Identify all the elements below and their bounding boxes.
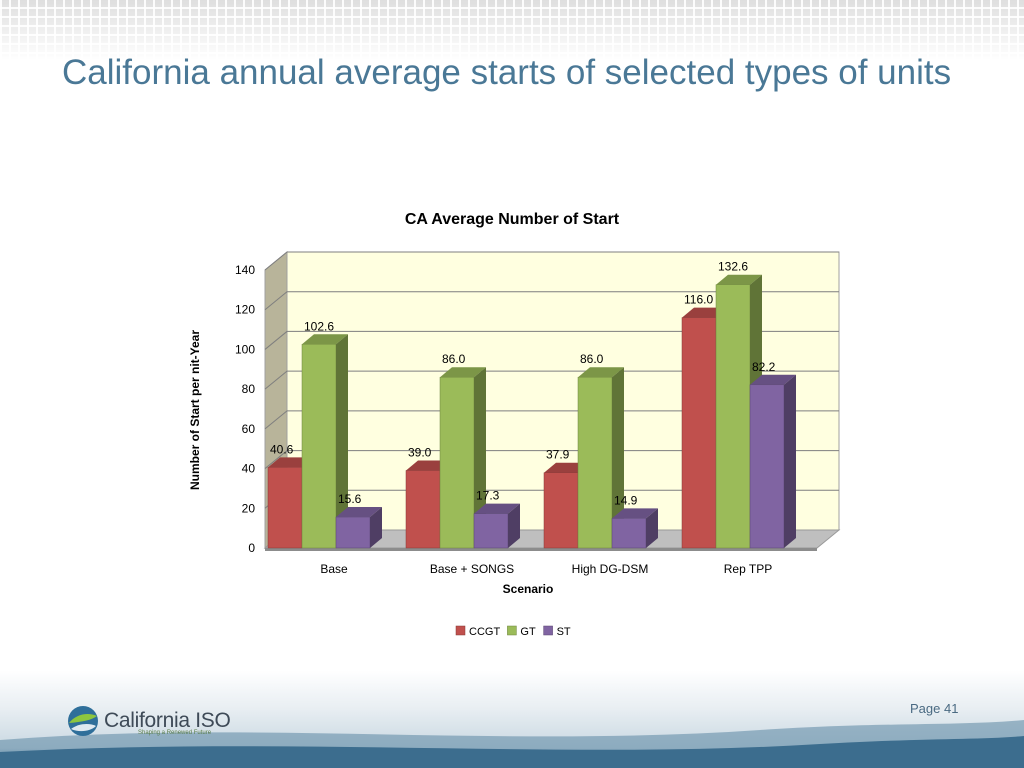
bar-side — [370, 507, 382, 548]
california-iso-logo: California ISO — [66, 704, 231, 738]
bar-top — [336, 507, 382, 518]
bar-st — [473, 503, 520, 549]
x-tick-label: Rep TPP — [724, 562, 772, 576]
bar-front — [543, 472, 579, 549]
bar-front — [749, 384, 785, 549]
bar-top — [302, 334, 348, 345]
bar-gt — [301, 334, 348, 549]
data-label: 102.6 — [304, 319, 334, 333]
legend-label-gt: GT — [520, 626, 536, 638]
bar-front — [301, 344, 337, 549]
logo-tagline: Shaping a Renewed Future — [138, 730, 212, 736]
bar-gt — [439, 367, 486, 549]
bar-front — [681, 317, 717, 549]
bar-front — [267, 467, 303, 549]
y-tick-label: 80 — [242, 382, 256, 396]
bar-front — [715, 284, 751, 549]
x-tick-label: Base — [320, 562, 348, 576]
x-tick-label: Base + SONGS — [430, 562, 514, 576]
gridline — [264, 251, 839, 271]
y-tick-label: 0 — [248, 541, 255, 555]
footer-wave — [0, 720, 1024, 768]
bar-front — [611, 518, 647, 549]
y-tick-label: 120 — [235, 303, 255, 317]
data-label: 15.6 — [338, 492, 362, 506]
x-axis-title: Scenario — [503, 582, 554, 596]
legend-swatch-ccgt — [455, 625, 466, 636]
y-axis-title: Number of Start per nit-Year — [188, 330, 202, 490]
bar-st — [749, 374, 796, 549]
gridline — [264, 370, 839, 390]
bar-top — [440, 367, 486, 378]
bar-top — [474, 503, 520, 514]
data-label: 86.0 — [442, 352, 466, 366]
data-label: 116.0 — [684, 293, 713, 307]
gridline — [264, 450, 839, 469]
x-tick-label: High DG-DSM — [572, 562, 649, 576]
slide-title: California annual average starts of sele… — [62, 53, 952, 92]
bar-side — [612, 367, 624, 548]
bar-st — [611, 508, 658, 549]
gridline — [264, 291, 839, 311]
bar-front — [577, 376, 613, 549]
bar-side — [336, 334, 348, 548]
bar-gt — [577, 367, 624, 549]
header-pattern — [0, 0, 1024, 60]
bar-side — [508, 503, 520, 548]
legend-label-ccgt: CCGT — [469, 626, 500, 638]
legend-swatch-st — [543, 625, 553, 636]
plot-floor-edge — [265, 548, 817, 551]
data-label: 17.3 — [476, 489, 500, 503]
bar-st — [335, 507, 382, 549]
bar-chart: CA Average Number of Start 0 20 40 60 80 100 12… — [188, 211, 841, 638]
bar-front — [439, 376, 475, 549]
gridline — [264, 410, 839, 430]
iso-globe-icon — [68, 706, 98, 736]
legend-label-st: ST — [557, 626, 571, 638]
bar-top — [716, 274, 762, 285]
data-label: 39.0 — [408, 446, 432, 460]
y-tick-label: 140 — [235, 263, 255, 277]
bar-front — [473, 513, 509, 549]
data-label: 37.9 — [546, 448, 570, 462]
page-number: Page 41 — [910, 701, 959, 716]
bar-front — [335, 516, 371, 549]
y-tick-label: 100 — [235, 342, 255, 356]
bar-side — [784, 374, 796, 548]
y-tick-label: 60 — [242, 422, 256, 436]
legend-swatch-gt — [507, 625, 517, 636]
bar-front — [405, 470, 441, 549]
data-label: 82.2 — [752, 360, 776, 374]
y-tick-label: 40 — [242, 462, 256, 476]
bar-side — [474, 367, 486, 548]
bar-side — [646, 508, 658, 548]
data-label: 14.9 — [614, 493, 638, 507]
data-label: 132.6 — [718, 260, 748, 274]
data-label: 40.6 — [270, 442, 294, 456]
chart-title: CA Average Number of Start — [405, 211, 620, 228]
logo-text: California ISO — [104, 709, 231, 732]
data-label: 86.0 — [580, 352, 604, 366]
bar-top — [578, 367, 624, 378]
gridline — [264, 330, 839, 350]
bar-top — [750, 374, 796, 385]
bar-top — [612, 508, 658, 519]
y-tick-label: 20 — [242, 501, 256, 515]
